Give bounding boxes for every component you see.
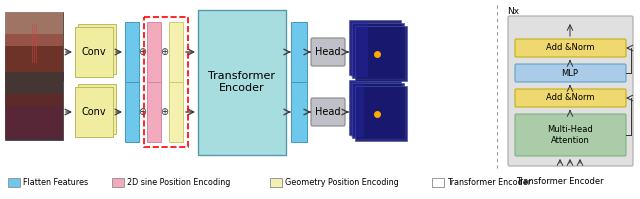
Bar bbox=[112, 178, 124, 187]
FancyBboxPatch shape bbox=[515, 114, 626, 156]
Bar bbox=[75, 87, 113, 137]
Bar bbox=[144, 17, 188, 147]
Bar bbox=[352, 23, 404, 78]
Bar bbox=[147, 82, 161, 142]
Bar bbox=[5, 94, 63, 139]
Bar bbox=[355, 26, 407, 81]
Text: ⊕: ⊕ bbox=[138, 47, 146, 57]
Text: Multi-Head
Attention: Multi-Head Attention bbox=[547, 125, 593, 145]
Text: Nx: Nx bbox=[507, 8, 519, 17]
Text: Transformer
Encoder: Transformer Encoder bbox=[209, 71, 275, 93]
Bar bbox=[349, 80, 401, 135]
Bar bbox=[349, 20, 401, 75]
Text: Add &Norm: Add &Norm bbox=[546, 94, 595, 102]
Text: Head: Head bbox=[316, 47, 340, 57]
Text: Transformer Encoder: Transformer Encoder bbox=[447, 178, 531, 187]
Bar bbox=[198, 10, 286, 155]
FancyBboxPatch shape bbox=[311, 98, 345, 126]
Bar bbox=[8, 178, 20, 187]
Bar bbox=[291, 22, 307, 82]
Text: Transformer Encoder: Transformer Encoder bbox=[516, 178, 604, 186]
FancyBboxPatch shape bbox=[515, 39, 626, 57]
Text: ⊕: ⊕ bbox=[160, 47, 168, 57]
Bar bbox=[5, 12, 63, 80]
FancyBboxPatch shape bbox=[515, 64, 626, 82]
Bar bbox=[125, 22, 139, 82]
Bar bbox=[169, 22, 183, 82]
Bar bbox=[78, 84, 116, 134]
Text: MLP: MLP bbox=[561, 68, 579, 77]
Bar bbox=[291, 82, 307, 142]
Text: Head: Head bbox=[316, 107, 340, 117]
Text: ⊕: ⊕ bbox=[138, 107, 146, 117]
Text: 2D sine Position Encoding: 2D sine Position Encoding bbox=[127, 178, 230, 187]
FancyBboxPatch shape bbox=[311, 38, 345, 66]
Bar bbox=[5, 72, 63, 106]
Bar bbox=[5, 12, 63, 46]
Bar bbox=[355, 86, 407, 141]
Bar bbox=[351, 82, 364, 137]
Bar bbox=[78, 24, 116, 74]
Bar bbox=[270, 178, 282, 187]
Bar bbox=[352, 83, 404, 138]
Bar bbox=[351, 22, 368, 77]
Bar bbox=[5, 34, 63, 79]
Text: Flatten Features: Flatten Features bbox=[23, 178, 88, 187]
Bar bbox=[169, 82, 183, 142]
Bar bbox=[125, 82, 139, 142]
FancyBboxPatch shape bbox=[515, 89, 626, 107]
Bar bbox=[75, 27, 113, 77]
Text: Conv: Conv bbox=[82, 47, 106, 57]
FancyBboxPatch shape bbox=[508, 16, 633, 166]
Bar bbox=[5, 72, 63, 140]
Bar bbox=[432, 178, 444, 187]
Text: Geometry Position Encoding: Geometry Position Encoding bbox=[285, 178, 399, 187]
Text: Conv: Conv bbox=[82, 107, 106, 117]
Text: Add &Norm: Add &Norm bbox=[546, 44, 595, 53]
Bar bbox=[147, 22, 161, 82]
Text: ⊕: ⊕ bbox=[160, 107, 168, 117]
